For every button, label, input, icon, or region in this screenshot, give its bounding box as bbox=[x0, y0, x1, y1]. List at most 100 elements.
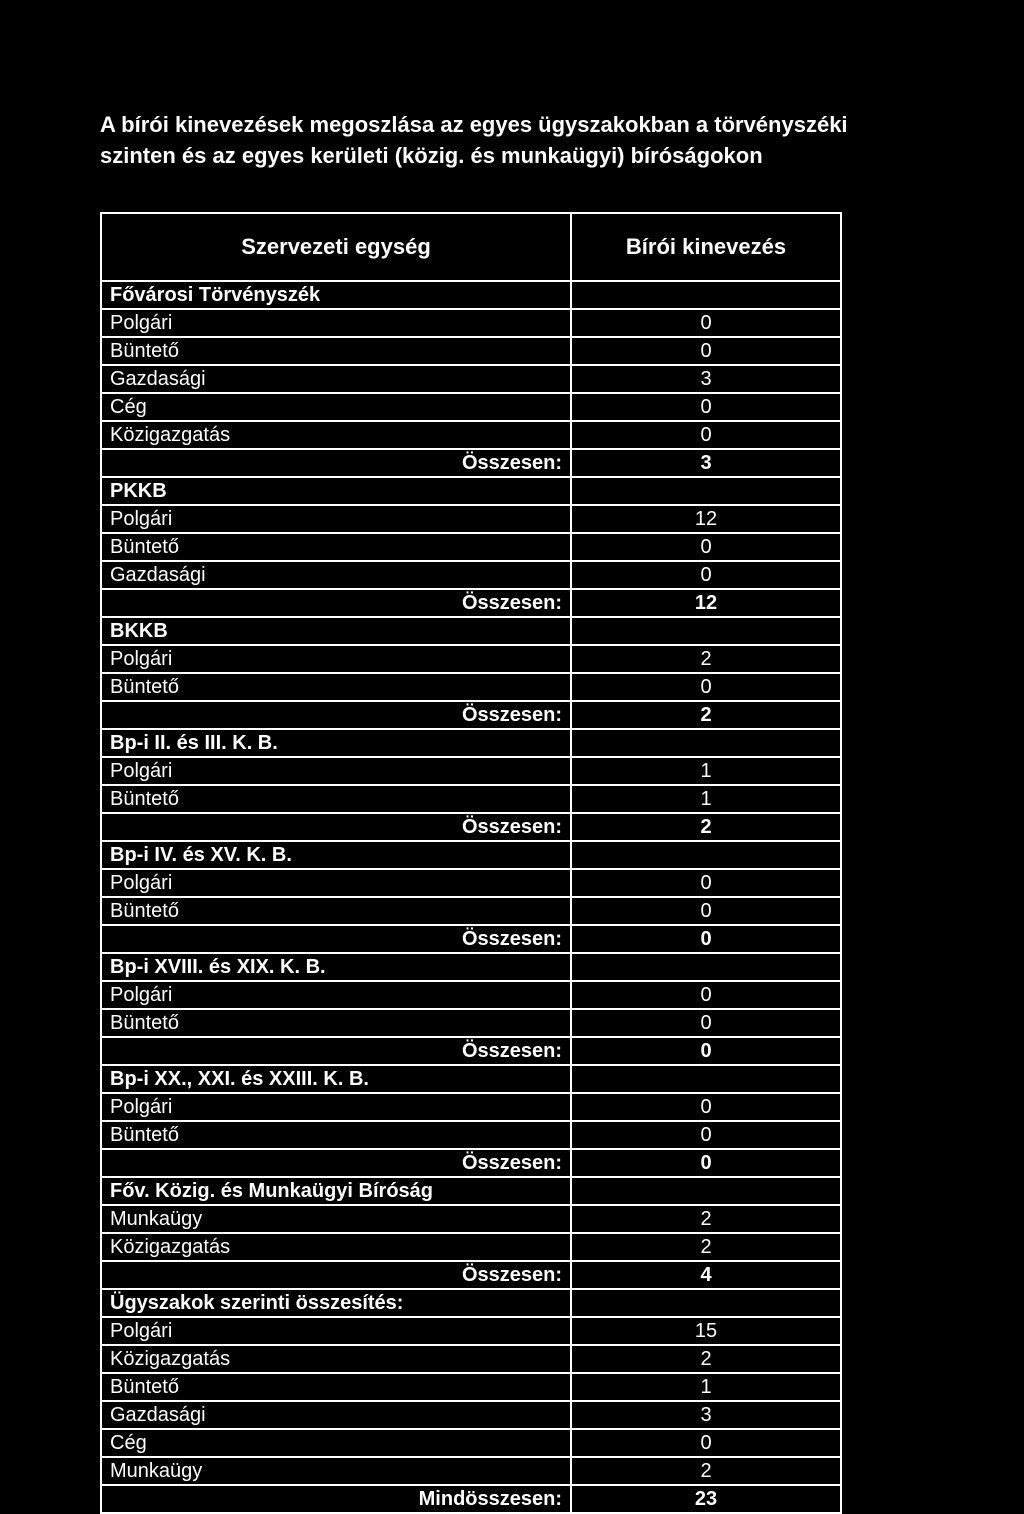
section-header-row: Fővárosi Törvényszék bbox=[101, 281, 841, 309]
sum-row: Összesen:0 bbox=[101, 1037, 841, 1065]
header-right: Bírói kinevezés bbox=[571, 213, 841, 281]
section-header-row: Bp-i XX., XXI. és XXIII. K. B. bbox=[101, 1065, 841, 1093]
grand-value: 23 bbox=[571, 1485, 841, 1513]
row-label: Cég bbox=[101, 393, 571, 421]
table-row: Büntető0 bbox=[101, 337, 841, 365]
sum-row: Összesen:2 bbox=[101, 701, 841, 729]
table-row: Büntető0 bbox=[101, 673, 841, 701]
row-value: 0 bbox=[571, 1429, 841, 1457]
row-label: Büntető bbox=[101, 897, 571, 925]
section-name: Bp-i XVIII. és XIX. K. B. bbox=[101, 953, 571, 981]
section-name: BKKB bbox=[101, 617, 571, 645]
table-row: Polgári0 bbox=[101, 1093, 841, 1121]
table-row: Polgári0 bbox=[101, 309, 841, 337]
row-value: 0 bbox=[571, 309, 841, 337]
row-value: 2 bbox=[571, 645, 841, 673]
page-title: A bírói kinevezések megoszlása az egyes … bbox=[100, 110, 880, 172]
row-label: Munkaügy bbox=[101, 1457, 571, 1485]
row-label: Munkaügy bbox=[101, 1205, 571, 1233]
row-value: 0 bbox=[571, 561, 841, 589]
sum-value: 0 bbox=[571, 1037, 841, 1065]
row-value: 1 bbox=[571, 785, 841, 813]
section-name: Bp-i IV. és XV. K. B. bbox=[101, 841, 571, 869]
sum-row: Összesen:2 bbox=[101, 813, 841, 841]
section-empty bbox=[571, 1177, 841, 1205]
section-empty bbox=[571, 281, 841, 309]
section-name: Fővárosi Törvényszék bbox=[101, 281, 571, 309]
row-value: 0 bbox=[571, 1009, 841, 1037]
table-row: Büntető0 bbox=[101, 1121, 841, 1149]
table-row: Polgári1 bbox=[101, 757, 841, 785]
title-line-1: A bírói kinevezések megoszlása az egyes … bbox=[100, 112, 848, 137]
row-label: Polgári bbox=[101, 1093, 571, 1121]
row-label: Polgári bbox=[101, 981, 571, 1009]
row-label: Büntető bbox=[101, 1373, 571, 1401]
table-header-row: Szervezeti egység Bírói kinevezés bbox=[101, 213, 841, 281]
sum-row: Összesen:4 bbox=[101, 1261, 841, 1289]
row-label: Büntető bbox=[101, 1009, 571, 1037]
header-left: Szervezeti egység bbox=[101, 213, 571, 281]
sum-row: Összesen:3 bbox=[101, 449, 841, 477]
row-value: 3 bbox=[571, 365, 841, 393]
row-label: Büntető bbox=[101, 1121, 571, 1149]
table-row: Gazdasági0 bbox=[101, 561, 841, 589]
sum-label: Összesen: bbox=[101, 925, 571, 953]
table-row: Polgári12 bbox=[101, 505, 841, 533]
section-empty bbox=[571, 841, 841, 869]
table-row: Büntető1 bbox=[101, 785, 841, 813]
row-value: 3 bbox=[571, 1401, 841, 1429]
table-row: Gazdasági3 bbox=[101, 1401, 841, 1429]
row-label: Közigazgatás bbox=[101, 1233, 571, 1261]
row-label: Polgári bbox=[101, 309, 571, 337]
sum-value: 2 bbox=[571, 701, 841, 729]
row-value: 2 bbox=[571, 1233, 841, 1261]
section-name: Bp-i XX., XXI. és XXIII. K. B. bbox=[101, 1065, 571, 1093]
sum-value: 12 bbox=[571, 589, 841, 617]
sum-label: Összesen: bbox=[101, 1261, 571, 1289]
row-value: 0 bbox=[571, 337, 841, 365]
sum-value: 3 bbox=[571, 449, 841, 477]
sum-label: Összesen: bbox=[101, 701, 571, 729]
row-value: 1 bbox=[571, 757, 841, 785]
sum-value: 0 bbox=[571, 1149, 841, 1177]
section-name: PKKB bbox=[101, 477, 571, 505]
section-header-row: Bp-i XVIII. és XIX. K. B. bbox=[101, 953, 841, 981]
row-value: 0 bbox=[571, 1093, 841, 1121]
row-label: Polgári bbox=[101, 505, 571, 533]
row-value: 0 bbox=[571, 869, 841, 897]
row-value: 2 bbox=[571, 1457, 841, 1485]
title-line-2: szinten és az egyes kerületi (közig. és … bbox=[100, 143, 763, 168]
table-row: Büntető1 bbox=[101, 1373, 841, 1401]
section-empty bbox=[571, 953, 841, 981]
row-label: Közigazgatás bbox=[101, 1345, 571, 1373]
row-label: Büntető bbox=[101, 533, 571, 561]
row-value: 0 bbox=[571, 981, 841, 1009]
section-empty bbox=[571, 477, 841, 505]
row-value: 0 bbox=[571, 421, 841, 449]
row-label: Polgári bbox=[101, 1317, 571, 1345]
section-header-row: Bp-i II. és III. K. B. bbox=[101, 729, 841, 757]
section-header-row: PKKB bbox=[101, 477, 841, 505]
row-label: Gazdasági bbox=[101, 561, 571, 589]
table-row: Büntető0 bbox=[101, 533, 841, 561]
row-label: Polgári bbox=[101, 645, 571, 673]
sum-label: Összesen: bbox=[101, 589, 571, 617]
row-value: 0 bbox=[571, 673, 841, 701]
grand-label: Mindösszesen: bbox=[101, 1485, 571, 1513]
row-label: Polgári bbox=[101, 757, 571, 785]
table-row: Gazdasági3 bbox=[101, 365, 841, 393]
page-container: A bírói kinevezések megoszlása az egyes … bbox=[0, 0, 1024, 1514]
table-row: Polgári2 bbox=[101, 645, 841, 673]
row-label: Gazdasági bbox=[101, 365, 571, 393]
table-row: Közigazgatás0 bbox=[101, 421, 841, 449]
row-label: Polgári bbox=[101, 869, 571, 897]
sum-value: 0 bbox=[571, 925, 841, 953]
section-header-row: Főv. Közig. és Munkaügyi Bíróság bbox=[101, 1177, 841, 1205]
table-row: Büntető0 bbox=[101, 897, 841, 925]
table-row: Munkaügy2 bbox=[101, 1457, 841, 1485]
sum-value: 2 bbox=[571, 813, 841, 841]
sum-label: Összesen: bbox=[101, 1037, 571, 1065]
row-value: 0 bbox=[571, 1121, 841, 1149]
aggregate-empty bbox=[571, 1289, 841, 1317]
table-row: Polgári15 bbox=[101, 1317, 841, 1345]
